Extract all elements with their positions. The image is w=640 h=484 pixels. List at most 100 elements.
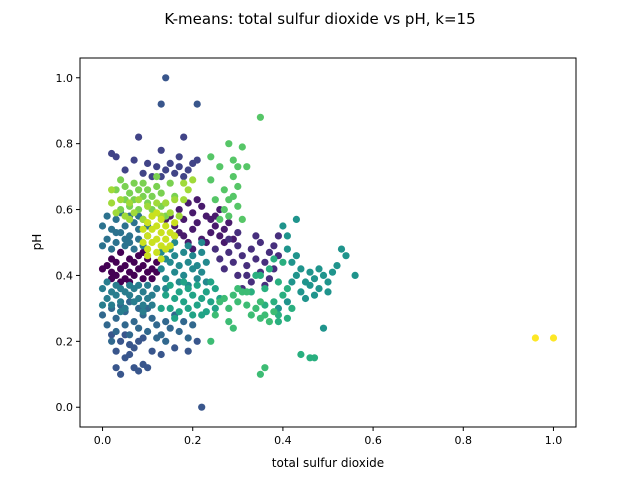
data-point: [139, 308, 147, 316]
data-point: [180, 271, 188, 279]
data-point: [261, 364, 269, 372]
data-point: [103, 262, 111, 270]
y-tick-label: 0.6: [56, 204, 74, 217]
data-point: [148, 192, 156, 200]
data-point: [144, 364, 152, 372]
cluster-17-points: [531, 334, 558, 342]
data-point: [139, 179, 147, 187]
data-point: [198, 403, 206, 411]
y-axis-label: pH: [30, 234, 44, 251]
data-point: [126, 331, 134, 339]
data-point: [261, 311, 269, 319]
data-point: [184, 166, 192, 174]
cluster-13-points: [207, 113, 264, 223]
data-point: [315, 265, 323, 273]
x-axis: 0.0 0.2 0.4 0.6 0.8 1.0: [94, 427, 562, 447]
data-point: [234, 163, 242, 171]
data-point: [126, 291, 134, 299]
data-point: [351, 271, 359, 279]
data-point: [220, 265, 228, 273]
data-point: [108, 199, 116, 207]
data-point: [184, 258, 192, 266]
data-point: [144, 202, 152, 210]
data-point: [112, 238, 120, 247]
data-point: [98, 285, 107, 293]
data-point: [292, 271, 300, 279]
data-point: [180, 179, 188, 187]
data-point: [144, 281, 152, 289]
data-point: [225, 318, 233, 326]
data-point: [139, 225, 147, 233]
data-point: [144, 186, 152, 194]
y-axis: 0.0 0.2 0.4 0.6 0.8 1.0: [56, 72, 80, 414]
data-point: [148, 301, 156, 309]
data-point: [279, 258, 287, 266]
data-point: [207, 153, 215, 161]
data-point: [121, 182, 129, 191]
data-point: [216, 163, 224, 171]
data-point: [211, 311, 219, 319]
data-point: [157, 215, 165, 223]
data-point: [157, 146, 165, 154]
data-point: [238, 215, 246, 223]
data-point: [229, 324, 237, 332]
data-point: [319, 324, 328, 332]
data-point: [193, 100, 201, 108]
data-point: [130, 245, 138, 253]
data-point: [225, 235, 233, 243]
y-tick-label: 0.0: [56, 401, 74, 414]
data-point: [117, 196, 125, 204]
data-point: [162, 275, 170, 283]
chart-title: K-means: total sulfur dioxide vs pH, k=1…: [164, 10, 475, 28]
data-point: [162, 166, 170, 174]
data-point: [274, 278, 282, 286]
data-point: [288, 258, 296, 266]
data-point: [135, 133, 143, 141]
data-point: [198, 238, 206, 247]
data-point: [297, 288, 305, 296]
data-point: [198, 202, 206, 210]
data-point: [162, 291, 170, 299]
data-point: [98, 242, 107, 250]
data-point: [112, 153, 120, 161]
cluster-10-points: [157, 278, 224, 322]
data-point: [265, 248, 273, 256]
x-tick-label: 0.8: [455, 434, 473, 447]
data-point: [117, 370, 125, 378]
data-point: [225, 219, 233, 227]
data-point: [279, 291, 287, 299]
data-point: [234, 242, 242, 250]
data-point: [112, 215, 120, 223]
data-point: [153, 209, 161, 217]
data-point: [283, 314, 291, 322]
data-point: [238, 143, 246, 151]
data-point: [157, 350, 165, 359]
data-point: [301, 294, 310, 303]
data-point: [157, 189, 165, 197]
data-point: [153, 182, 161, 191]
data-point: [247, 245, 255, 253]
data-point: [333, 262, 341, 270]
data-point: [166, 304, 174, 312]
data-point: [216, 255, 224, 263]
data-point: [153, 235, 161, 243]
data-point: [274, 318, 282, 326]
data-point: [256, 113, 264, 121]
data-point: [162, 74, 170, 82]
data-point: [153, 285, 161, 293]
data-point: [130, 271, 138, 279]
data-point: [211, 222, 219, 230]
data-point: [180, 196, 188, 204]
data-point: [198, 268, 206, 276]
data-point: [184, 186, 192, 194]
data-point: [175, 288, 183, 296]
data-point: [135, 196, 143, 204]
data-point: [243, 163, 251, 171]
data-point: [117, 298, 125, 306]
plot-area-frame: [79, 57, 577, 428]
data-point: [270, 308, 278, 316]
data-point: [157, 265, 165, 273]
data-point: [148, 275, 156, 283]
data-point: [274, 232, 282, 240]
